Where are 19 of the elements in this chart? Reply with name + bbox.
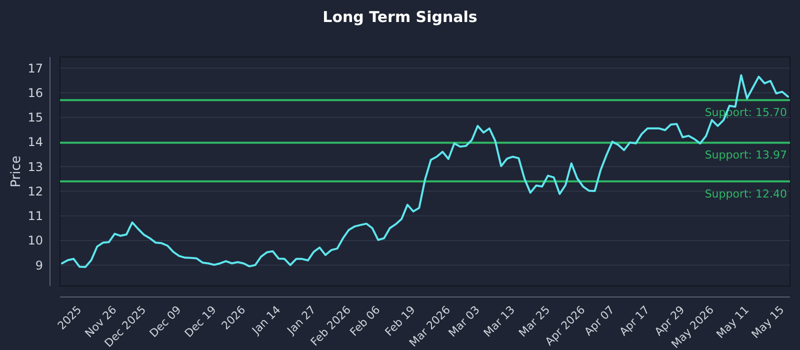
- y-tick-label: 13: [28, 160, 43, 174]
- ref-line-label: Support: 12.40: [704, 187, 787, 200]
- x-tick-label: Dec 19: [182, 303, 219, 340]
- x-tick-label: Dec 09: [147, 303, 184, 340]
- x-tick-label: Jan 14: [248, 303, 284, 338]
- x-tick-label: Apr 17: [617, 303, 652, 338]
- line-series: [61, 74, 789, 268]
- chart-title: Long Term Signals: [322, 8, 478, 26]
- y-tick-label: 11: [28, 209, 43, 224]
- y-tick-label: 14: [28, 135, 43, 150]
- y-tick-label: 9: [35, 258, 43, 272]
- y-tick-label: 12: [28, 184, 43, 198]
- y-tick-label: 17: [28, 61, 43, 76]
- y-tick-label: 10: [28, 234, 43, 248]
- ref-line-label: Support: 13.97: [704, 148, 787, 162]
- y-tick-label: 16: [28, 86, 43, 100]
- y-tick-label: 15: [28, 110, 43, 125]
- x-tick-label: Mar 13: [481, 303, 518, 340]
- y-axis-title: Price: [9, 156, 24, 188]
